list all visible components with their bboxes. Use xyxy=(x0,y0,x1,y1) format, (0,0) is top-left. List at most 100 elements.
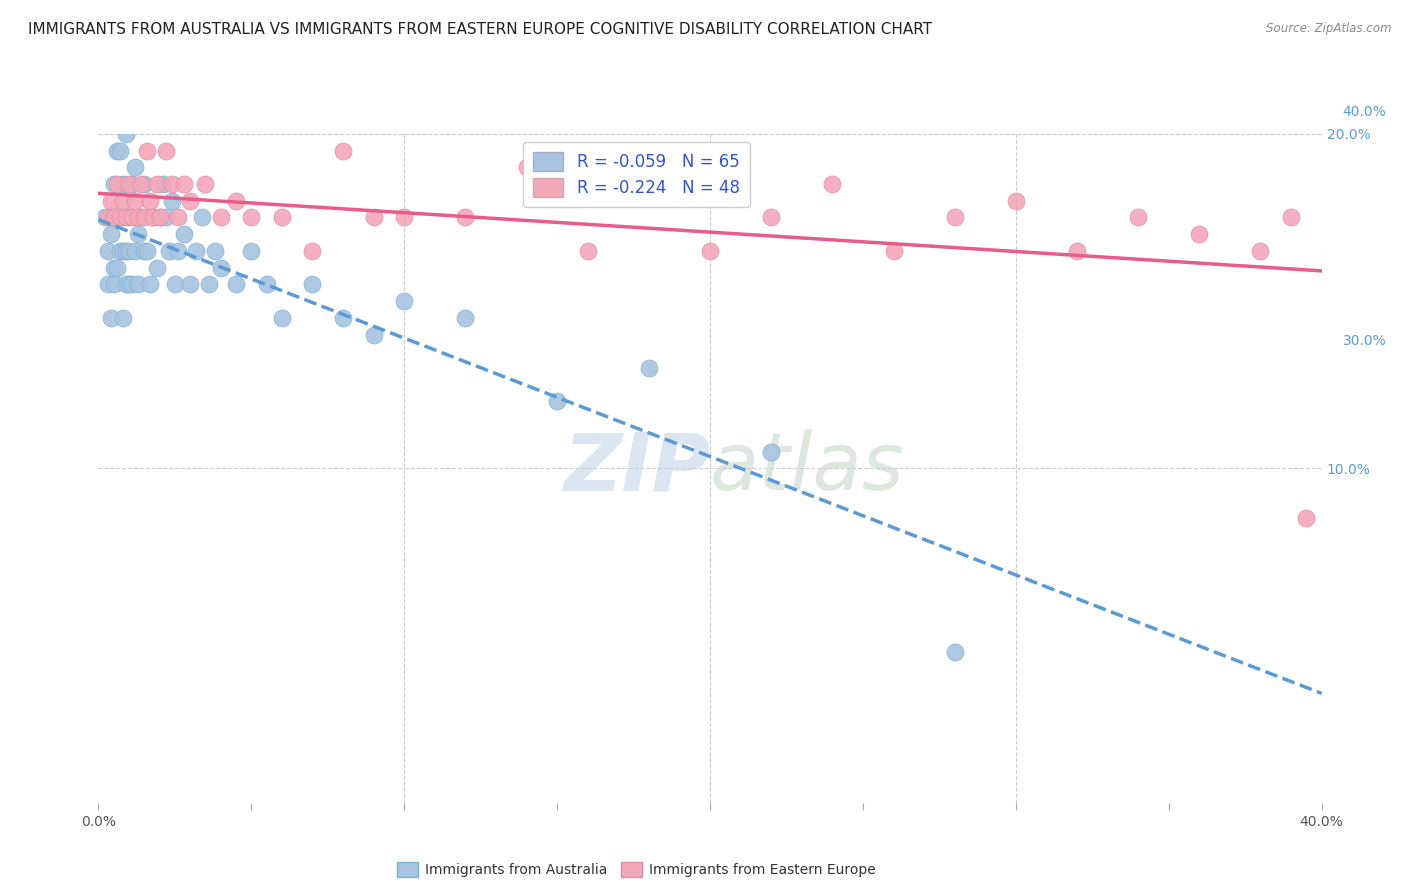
Point xyxy=(454,211,477,225)
Point xyxy=(197,277,219,292)
Text: Source: ZipAtlas.com: Source: ZipAtlas.com xyxy=(1267,22,1392,36)
Point xyxy=(127,211,149,225)
Point xyxy=(821,177,844,191)
Point xyxy=(301,244,323,258)
Point xyxy=(270,310,292,325)
Point xyxy=(204,244,226,258)
Point xyxy=(157,244,180,258)
Point xyxy=(209,211,232,225)
Point xyxy=(121,277,143,292)
Point xyxy=(301,277,323,292)
Point xyxy=(332,144,354,158)
Point xyxy=(100,227,122,241)
Point xyxy=(139,277,162,292)
Point xyxy=(883,244,905,258)
Point xyxy=(392,211,416,225)
Point xyxy=(1249,244,1271,258)
Point xyxy=(115,211,138,225)
Point xyxy=(759,211,782,225)
Point xyxy=(105,211,128,225)
Point xyxy=(139,194,162,208)
Point xyxy=(108,144,131,158)
Point xyxy=(637,177,661,191)
Point xyxy=(186,244,208,258)
Point xyxy=(136,244,159,258)
Point xyxy=(134,211,156,225)
Point xyxy=(1295,511,1317,525)
Point xyxy=(155,144,177,158)
Point xyxy=(225,277,247,292)
Point xyxy=(108,211,131,225)
Point xyxy=(118,211,141,225)
Point xyxy=(105,260,128,275)
Point xyxy=(129,211,152,225)
Point xyxy=(100,310,122,325)
Point xyxy=(115,244,138,258)
Point xyxy=(97,211,120,225)
Point xyxy=(103,277,125,292)
Point xyxy=(108,211,131,225)
Point xyxy=(160,194,183,208)
Point xyxy=(97,277,120,292)
Point xyxy=(108,244,131,258)
Point xyxy=(103,211,125,225)
Point xyxy=(1066,244,1088,258)
Point xyxy=(194,177,217,191)
Point xyxy=(127,227,149,241)
Text: 40.0%: 40.0% xyxy=(1343,104,1386,119)
Point xyxy=(118,177,141,191)
Text: 30.0%: 30.0% xyxy=(1343,334,1386,348)
Point xyxy=(240,244,263,258)
Point xyxy=(240,211,263,225)
Point xyxy=(145,260,167,275)
Point xyxy=(516,161,538,175)
Point xyxy=(1128,211,1150,225)
Point xyxy=(100,194,122,208)
Point xyxy=(179,277,201,292)
Point xyxy=(105,211,128,225)
Point xyxy=(124,194,146,208)
Point xyxy=(179,194,201,208)
Point xyxy=(145,177,167,191)
Legend: Immigrants from Australia, Immigrants from Eastern Europe: Immigrants from Australia, Immigrants fr… xyxy=(392,857,882,883)
Point xyxy=(1279,211,1302,225)
Text: atlas: atlas xyxy=(710,429,905,508)
Point xyxy=(943,211,966,225)
Point xyxy=(142,211,165,225)
Point xyxy=(363,211,385,225)
Point xyxy=(225,194,247,208)
Point xyxy=(155,211,177,225)
Point xyxy=(124,244,146,258)
Point xyxy=(103,177,125,191)
Point xyxy=(134,244,156,258)
Point xyxy=(576,244,599,258)
Point xyxy=(1188,227,1211,241)
Point xyxy=(129,177,152,191)
Point xyxy=(97,244,120,258)
Point xyxy=(105,177,128,191)
Point xyxy=(111,310,134,325)
Point xyxy=(118,244,141,258)
Point xyxy=(546,394,568,409)
Point xyxy=(167,244,190,258)
Point xyxy=(111,244,134,258)
Point xyxy=(163,277,186,292)
Text: ZIP: ZIP xyxy=(562,429,710,508)
Point xyxy=(118,277,141,292)
Point xyxy=(111,194,134,208)
Point xyxy=(111,211,134,225)
Point xyxy=(124,161,146,175)
Point xyxy=(160,177,183,191)
Point xyxy=(191,211,214,225)
Point xyxy=(149,211,172,225)
Point xyxy=(127,277,149,292)
Point xyxy=(454,310,477,325)
Point xyxy=(363,327,385,342)
Point xyxy=(149,211,172,225)
Point xyxy=(270,211,292,225)
Point xyxy=(167,211,190,225)
Point xyxy=(209,260,232,275)
Point xyxy=(759,444,782,458)
Point xyxy=(173,177,195,191)
Point xyxy=(121,177,143,191)
